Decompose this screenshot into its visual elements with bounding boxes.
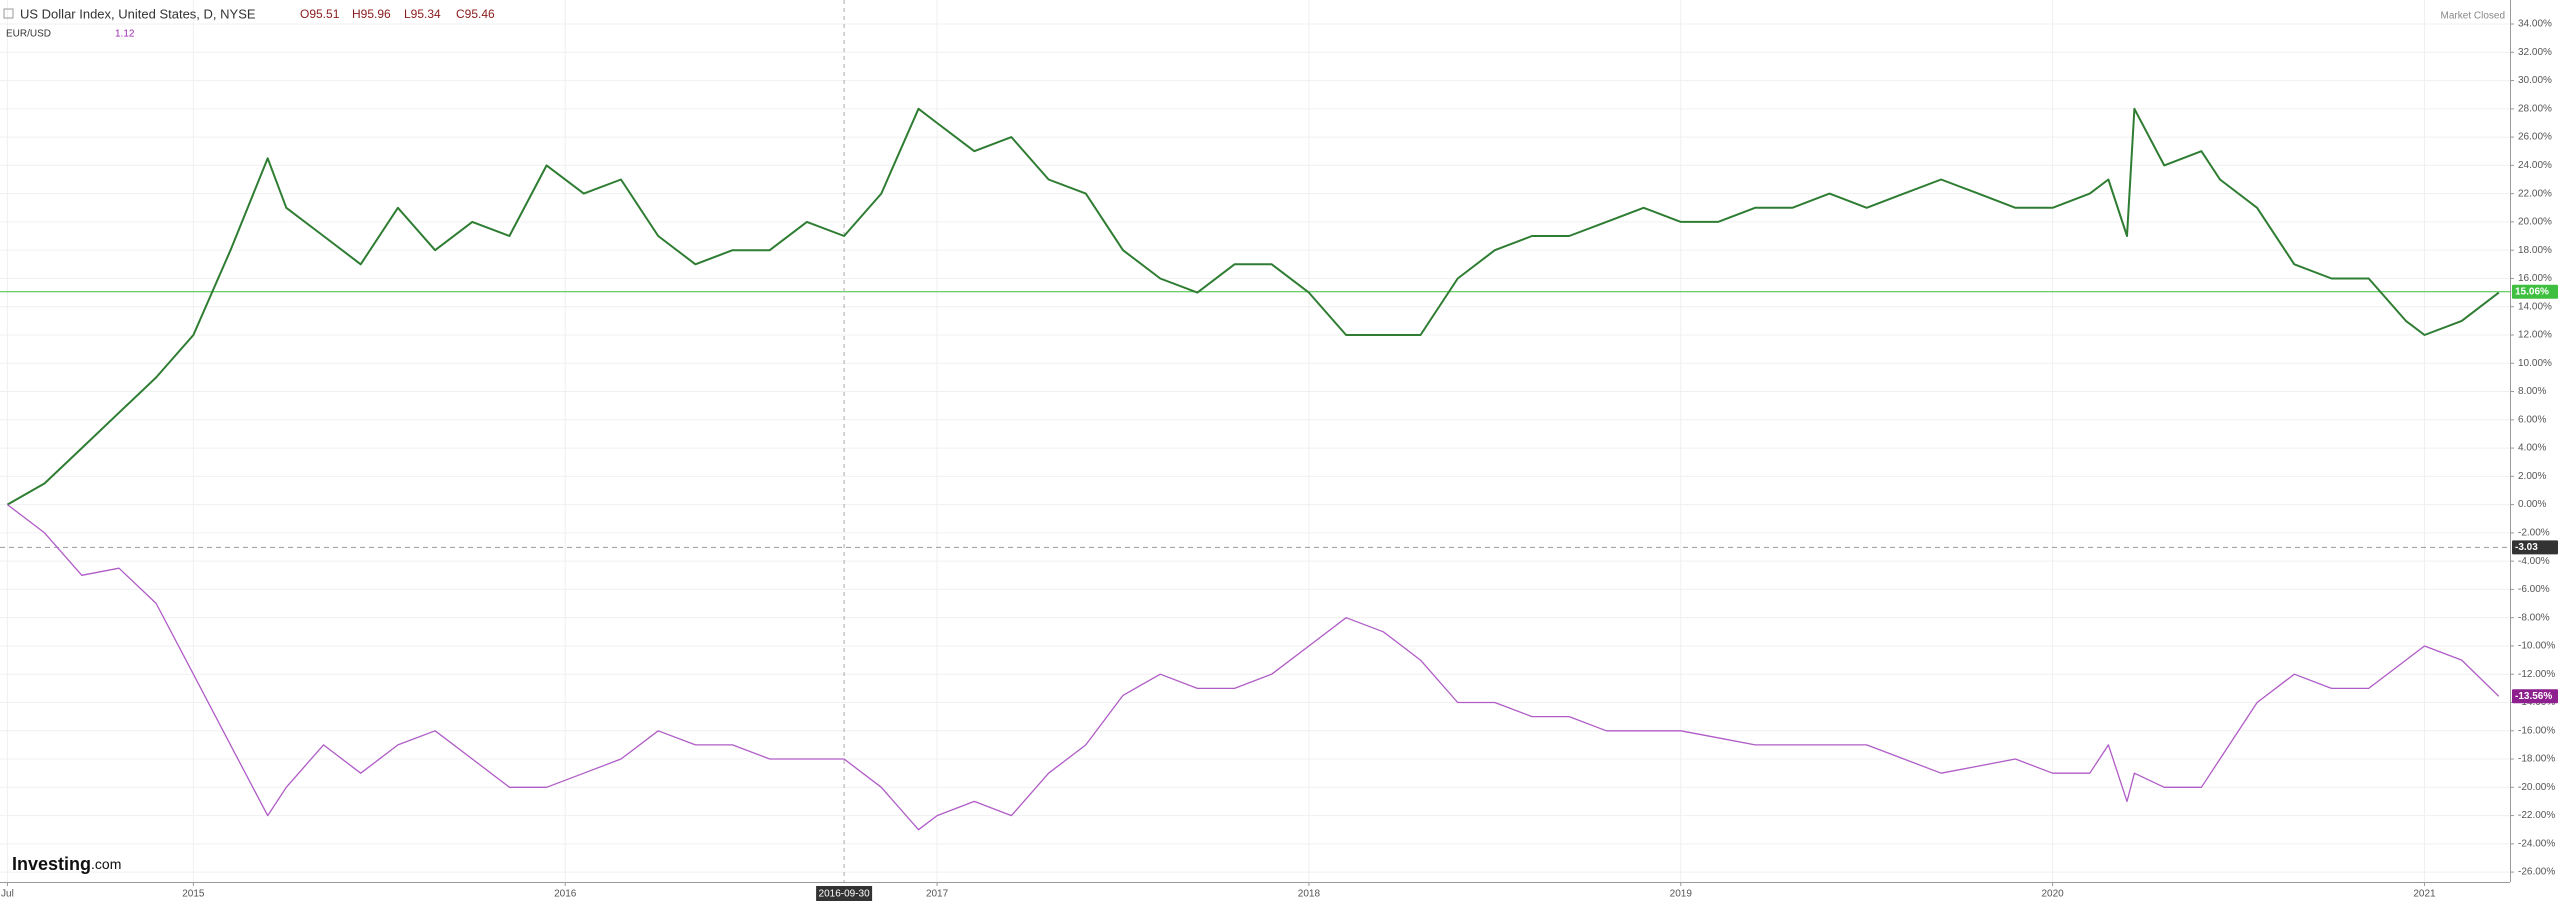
y-tick-label: 20.00% [2518, 217, 2552, 228]
x-tick-label: 2015 [182, 889, 205, 900]
x-tick-label: 2017 [926, 889, 949, 900]
x-tick-label: 2016 [554, 889, 577, 900]
y-tick-label: 22.00% [2518, 188, 2552, 199]
brand: Investing.com [12, 854, 121, 874]
y-tick-label: -8.00% [2518, 612, 2550, 623]
ohlc-value: O95.51 [300, 7, 340, 21]
y-tick-label: 6.00% [2518, 414, 2546, 425]
y-tick-label: 12.00% [2518, 330, 2552, 341]
brand-main: Investing [12, 854, 91, 874]
y-tick-label: -12.00% [2518, 669, 2555, 680]
y-tick-label: 0.00% [2518, 499, 2546, 510]
crosshair-y-label: -3.03 [2515, 542, 2538, 553]
chart-title: US Dollar Index, United States, D, NYSE [20, 6, 256, 21]
y-tick-label: 30.00% [2518, 75, 2552, 86]
y-tick-label: -20.00% [2518, 782, 2555, 793]
legend-value: 1.12 [115, 29, 135, 40]
y-tick-label: 18.00% [2518, 245, 2552, 256]
x-tick-label: 2018 [1298, 889, 1321, 900]
ohlc-value: L95.34 [404, 7, 441, 21]
y-tick-label: 24.00% [2518, 160, 2552, 171]
y-tick-label: -16.00% [2518, 725, 2555, 736]
price-label: 15.06% [2515, 286, 2549, 297]
y-tick-label: -2.00% [2518, 528, 2550, 539]
y-tick-label: -4.00% [2518, 556, 2550, 567]
y-tick-label: -6.00% [2518, 584, 2550, 595]
y-tick-label: 2.00% [2518, 471, 2546, 482]
y-tick-label: -24.00% [2518, 838, 2555, 849]
y-tick-label: 8.00% [2518, 386, 2546, 397]
y-tick-label: 32.00% [2518, 47, 2552, 58]
crosshair-x-label: 2016-09-30 [819, 889, 871, 900]
y-tick-label: 26.00% [2518, 132, 2552, 143]
market-status: Market Closed [2441, 11, 2505, 22]
x-tick-label: 2020 [2041, 889, 2064, 900]
brand-suffix: .com [91, 856, 121, 872]
y-tick-label: 34.00% [2518, 19, 2552, 30]
x-tick-label: 2019 [1670, 889, 1693, 900]
ohlc-value: C95.46 [456, 7, 495, 21]
crosshair-x-box [816, 886, 873, 901]
price-label: -13.56% [2515, 691, 2552, 702]
y-tick-label: 28.00% [2518, 103, 2552, 114]
series-line [7, 504, 2500, 831]
y-tick-label: 16.00% [2518, 273, 2552, 284]
price-box [2512, 689, 2558, 704]
x-tick-label: Jul [1, 889, 14, 900]
collapse-icon[interactable] [3, 8, 14, 19]
y-tick-label: 10.00% [2518, 358, 2552, 369]
ohlc-values: O95.51 H95.96 L95.34 C95.46 [300, 7, 495, 21]
y-tick-label: -18.00% [2518, 754, 2555, 765]
x-tick-label: 2021 [2413, 889, 2436, 900]
crosshair-y-box [2512, 540, 2558, 555]
y-tick-label: -10.00% [2518, 641, 2555, 652]
legend-entry: EUR/USD [6, 29, 51, 40]
ohlc-value: H95.96 [352, 7, 391, 21]
y-tick-label: 14.00% [2518, 301, 2552, 312]
series-line [6, 107, 2500, 506]
y-tick-label: -26.00% [2518, 867, 2555, 878]
y-tick-label: -22.00% [2518, 810, 2555, 821]
price-box [2512, 284, 2558, 299]
y-tick-label: 4.00% [2518, 443, 2546, 454]
